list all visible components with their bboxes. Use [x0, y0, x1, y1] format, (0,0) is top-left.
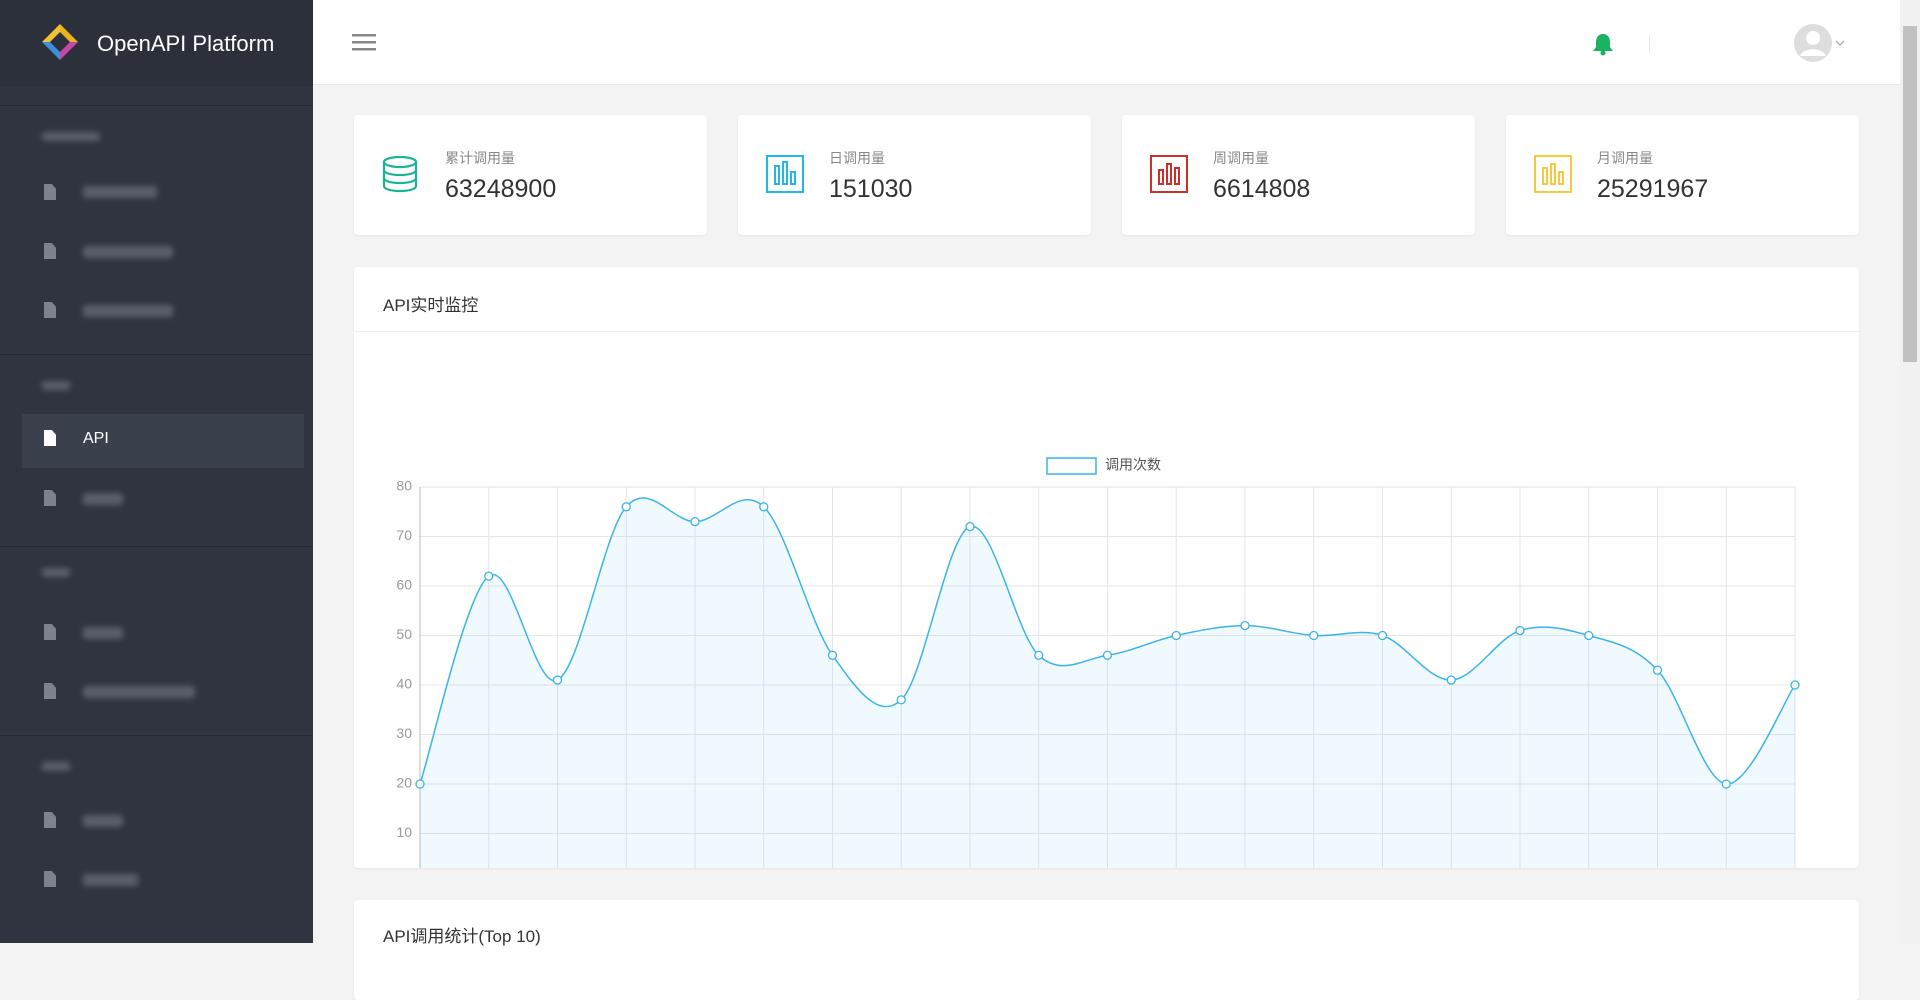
stat-card: 累计调用量 63248900 — [354, 115, 707, 235]
panel-title: API实时监控 — [383, 296, 479, 315]
y-tick-label: 10 — [396, 824, 412, 840]
point — [965, 521, 975, 532]
point — [1721, 779, 1731, 789]
point — [1515, 625, 1525, 636]
line — [419, 497, 1796, 785]
file-icon — [44, 490, 56, 506]
stat-value: 6614808 — [1213, 175, 1311, 203]
point — [1102, 650, 1113, 660]
point — [1377, 630, 1388, 641]
y-tick-label: 70 — [396, 527, 412, 543]
stat-card: 月调用量 25291967 — [1506, 115, 1859, 235]
content: 累计调用量 63248900 日调用量 151030 周调用量 6614808 … — [313, 85, 1900, 1000]
point — [1034, 650, 1044, 660]
panel-title: API调用统计(Top 10) — [383, 927, 541, 946]
top-bar — [313, 0, 1900, 85]
point — [827, 650, 838, 660]
divider — [0, 105, 313, 106]
file-icon — [44, 683, 56, 699]
point — [1652, 665, 1663, 675]
sidebar: OpenAPI Platform API — [0, 0, 313, 943]
blurred-label — [42, 568, 70, 577]
user-avatar[interactable] — [1793, 23, 1853, 63]
table-panel: API调用统计(Top 10) — [354, 900, 1859, 1000]
file-icon — [44, 184, 56, 200]
y-tick-label: 50 — [396, 626, 412, 642]
file-icon — [44, 871, 56, 887]
blurred-label — [83, 493, 123, 505]
chart-panel: API实时监控 0102030405060708021:45:5021:45:5… — [354, 267, 1859, 868]
notification-bell[interactable] — [1592, 32, 1614, 56]
stat-value: 25291967 — [1597, 175, 1709, 203]
point — [415, 779, 425, 789]
blurred-label — [42, 762, 70, 771]
blurred-label — [83, 627, 123, 639]
chart-icon — [1150, 155, 1188, 193]
area — [420, 498, 1795, 868]
point — [690, 516, 700, 527]
file-icon — [44, 812, 56, 828]
point — [621, 502, 631, 512]
chart-icon — [1534, 155, 1572, 193]
y-tick-label: 30 — [396, 725, 412, 741]
divider — [0, 354, 313, 355]
scrollbar-thumb[interactable] — [1903, 26, 1917, 362]
chart: 0102030405060708021:45:5021:45:5521:46:0… — [396, 457, 1800, 868]
point — [1584, 630, 1594, 641]
point — [1171, 630, 1181, 641]
blurred-label — [42, 381, 70, 390]
file-icon — [44, 624, 56, 640]
y-tick-label: 80 — [396, 478, 412, 494]
y-tick-label: 40 — [396, 676, 412, 692]
divider — [0, 735, 313, 736]
stat-value: 151030 — [829, 175, 913, 203]
logo — [42, 24, 78, 60]
stat-label: 日调用量 — [829, 150, 885, 166]
y-tick-label: 60 — [396, 577, 412, 593]
divider — [354, 331, 1859, 332]
stat-label: 周调用量 — [1213, 150, 1269, 166]
blurred-label — [83, 246, 173, 258]
chart-icon — [766, 155, 804, 193]
stat-label: 月调用量 — [1597, 150, 1653, 166]
blurred-label — [42, 132, 100, 141]
point — [1240, 620, 1250, 631]
point — [552, 675, 563, 685]
point — [1446, 675, 1456, 685]
stat-card: 日调用量 151030 — [738, 115, 1091, 235]
y-tick-label: 20 — [396, 775, 412, 791]
stat-label: 累计调用量 — [445, 150, 515, 166]
file-icon — [44, 243, 56, 259]
blurred-label — [83, 815, 123, 827]
separator — [1649, 35, 1650, 53]
file-icon — [44, 302, 56, 318]
stat-value: 63248900 — [445, 175, 557, 203]
brand: OpenAPI Platform — [0, 0, 313, 86]
blurred-label — [83, 305, 173, 317]
point — [896, 695, 906, 705]
file-icon — [44, 430, 56, 446]
scrollbar[interactable] — [1900, 0, 1920, 943]
database-icon — [382, 155, 418, 193]
blurred-label — [83, 186, 157, 198]
legend-label: 调用次数 — [1105, 457, 1161, 473]
active-menu-item[interactable] — [22, 414, 304, 468]
divider — [0, 546, 313, 547]
blurred-label — [83, 874, 138, 886]
point — [1790, 680, 1800, 690]
point — [484, 571, 494, 581]
brand-title: OpenAPI Platform — [97, 31, 275, 56]
stat-card: 周调用量 6614808 — [1122, 115, 1475, 235]
point — [759, 502, 769, 512]
blurred-label — [83, 686, 195, 698]
menu-label[interactable]: API — [83, 430, 109, 447]
point — [1309, 630, 1319, 641]
legend-swatch — [1046, 457, 1097, 475]
menu-toggle[interactable] — [352, 32, 378, 52]
